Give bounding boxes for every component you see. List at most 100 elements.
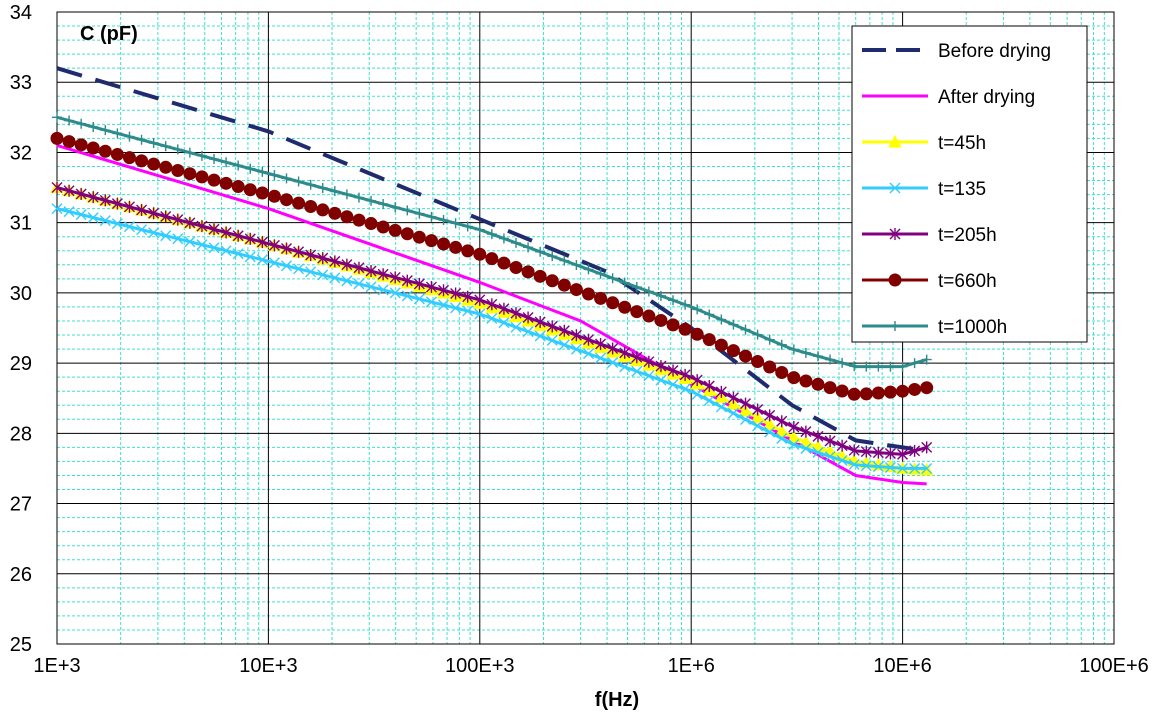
series-point bbox=[728, 319, 739, 330]
series-point bbox=[727, 391, 739, 404]
series-point bbox=[668, 295, 679, 306]
series-point bbox=[800, 442, 812, 454]
series-point bbox=[523, 242, 534, 253]
series-1 bbox=[56, 143, 927, 486]
series-point bbox=[377, 268, 389, 281]
series-point bbox=[160, 230, 172, 242]
series-point bbox=[655, 374, 667, 386]
series-point bbox=[535, 246, 546, 257]
series-point bbox=[547, 251, 558, 262]
series-point bbox=[86, 141, 100, 155]
y-tick-label: 34 bbox=[10, 2, 32, 24]
series-point bbox=[702, 333, 716, 347]
series-point bbox=[859, 387, 873, 401]
legend-label: t=45h bbox=[938, 133, 986, 154]
series-point bbox=[425, 281, 437, 294]
series-point bbox=[51, 181, 63, 194]
series-point bbox=[450, 218, 461, 229]
series-point bbox=[136, 204, 148, 217]
series-point bbox=[522, 326, 534, 338]
series-point bbox=[378, 199, 389, 209]
series-point bbox=[680, 299, 691, 310]
plot-border bbox=[56, 11, 1115, 645]
series-point bbox=[497, 256, 511, 270]
series-point bbox=[196, 220, 208, 233]
series-point bbox=[450, 287, 462, 300]
legend-marker bbox=[888, 273, 902, 287]
series-point bbox=[811, 377, 825, 391]
series-point bbox=[715, 401, 727, 413]
y-axis-title: C (pF) bbox=[80, 23, 138, 45]
series-point bbox=[619, 277, 630, 288]
series-point bbox=[412, 230, 426, 244]
series-point bbox=[921, 354, 932, 365]
series-point bbox=[812, 351, 823, 362]
series-point bbox=[498, 317, 510, 329]
y-tick-label: 25 bbox=[10, 634, 32, 656]
series-point bbox=[581, 287, 595, 301]
series-point bbox=[799, 374, 813, 388]
series-point bbox=[353, 278, 365, 290]
series-point bbox=[112, 128, 123, 139]
series-point bbox=[172, 144, 183, 155]
legend-label: t=660h bbox=[938, 271, 997, 292]
legend-label: Before drying bbox=[938, 41, 1051, 62]
series-point bbox=[715, 385, 727, 398]
series-point bbox=[606, 296, 620, 310]
series-point bbox=[99, 194, 111, 207]
series-point bbox=[739, 349, 753, 363]
series-point bbox=[159, 160, 173, 174]
legend-label: t=205h bbox=[938, 225, 997, 246]
series-point bbox=[208, 223, 220, 236]
series-point bbox=[329, 272, 341, 284]
series-point bbox=[184, 147, 195, 158]
series-point bbox=[714, 338, 728, 352]
series-point bbox=[570, 329, 582, 342]
y-tick-label: 32 bbox=[10, 142, 32, 164]
series-point bbox=[570, 343, 582, 355]
series-point bbox=[280, 193, 294, 207]
series-point bbox=[788, 344, 799, 355]
legend-item: t=45h bbox=[862, 133, 986, 154]
series-point bbox=[111, 218, 123, 230]
series-point bbox=[763, 360, 777, 374]
y-tick-label: 33 bbox=[10, 72, 32, 94]
series-point bbox=[257, 166, 268, 177]
series-point bbox=[498, 233, 509, 244]
series-point bbox=[474, 308, 486, 320]
series-point bbox=[534, 330, 546, 342]
series-point bbox=[921, 441, 933, 454]
series-point bbox=[800, 347, 811, 358]
series-point bbox=[196, 239, 208, 251]
series-point bbox=[221, 157, 232, 168]
series-point bbox=[618, 300, 632, 314]
series-point bbox=[220, 226, 232, 239]
series-point bbox=[243, 183, 257, 197]
x-axis-title: f(Hz) bbox=[595, 689, 639, 711]
series-point bbox=[388, 223, 402, 237]
series-point bbox=[389, 287, 401, 299]
series-point bbox=[631, 365, 643, 377]
series-point bbox=[679, 368, 691, 381]
series-point bbox=[148, 207, 160, 220]
series-point bbox=[51, 203, 63, 215]
series-point bbox=[292, 196, 306, 210]
series-point bbox=[774, 424, 789, 437]
series-point bbox=[485, 252, 499, 266]
series-point bbox=[654, 313, 668, 327]
series-point bbox=[582, 348, 594, 360]
series-point bbox=[788, 420, 800, 433]
series-point bbox=[365, 265, 377, 278]
series-point bbox=[329, 186, 340, 197]
series-point bbox=[340, 210, 354, 224]
series-point bbox=[413, 293, 425, 305]
series-point bbox=[256, 254, 268, 266]
series-point bbox=[473, 247, 487, 261]
series-point bbox=[352, 213, 366, 227]
series-3 bbox=[51, 203, 933, 474]
series-point bbox=[268, 239, 280, 252]
series-point bbox=[909, 358, 920, 369]
series-point bbox=[776, 432, 788, 444]
series-point bbox=[643, 370, 655, 382]
